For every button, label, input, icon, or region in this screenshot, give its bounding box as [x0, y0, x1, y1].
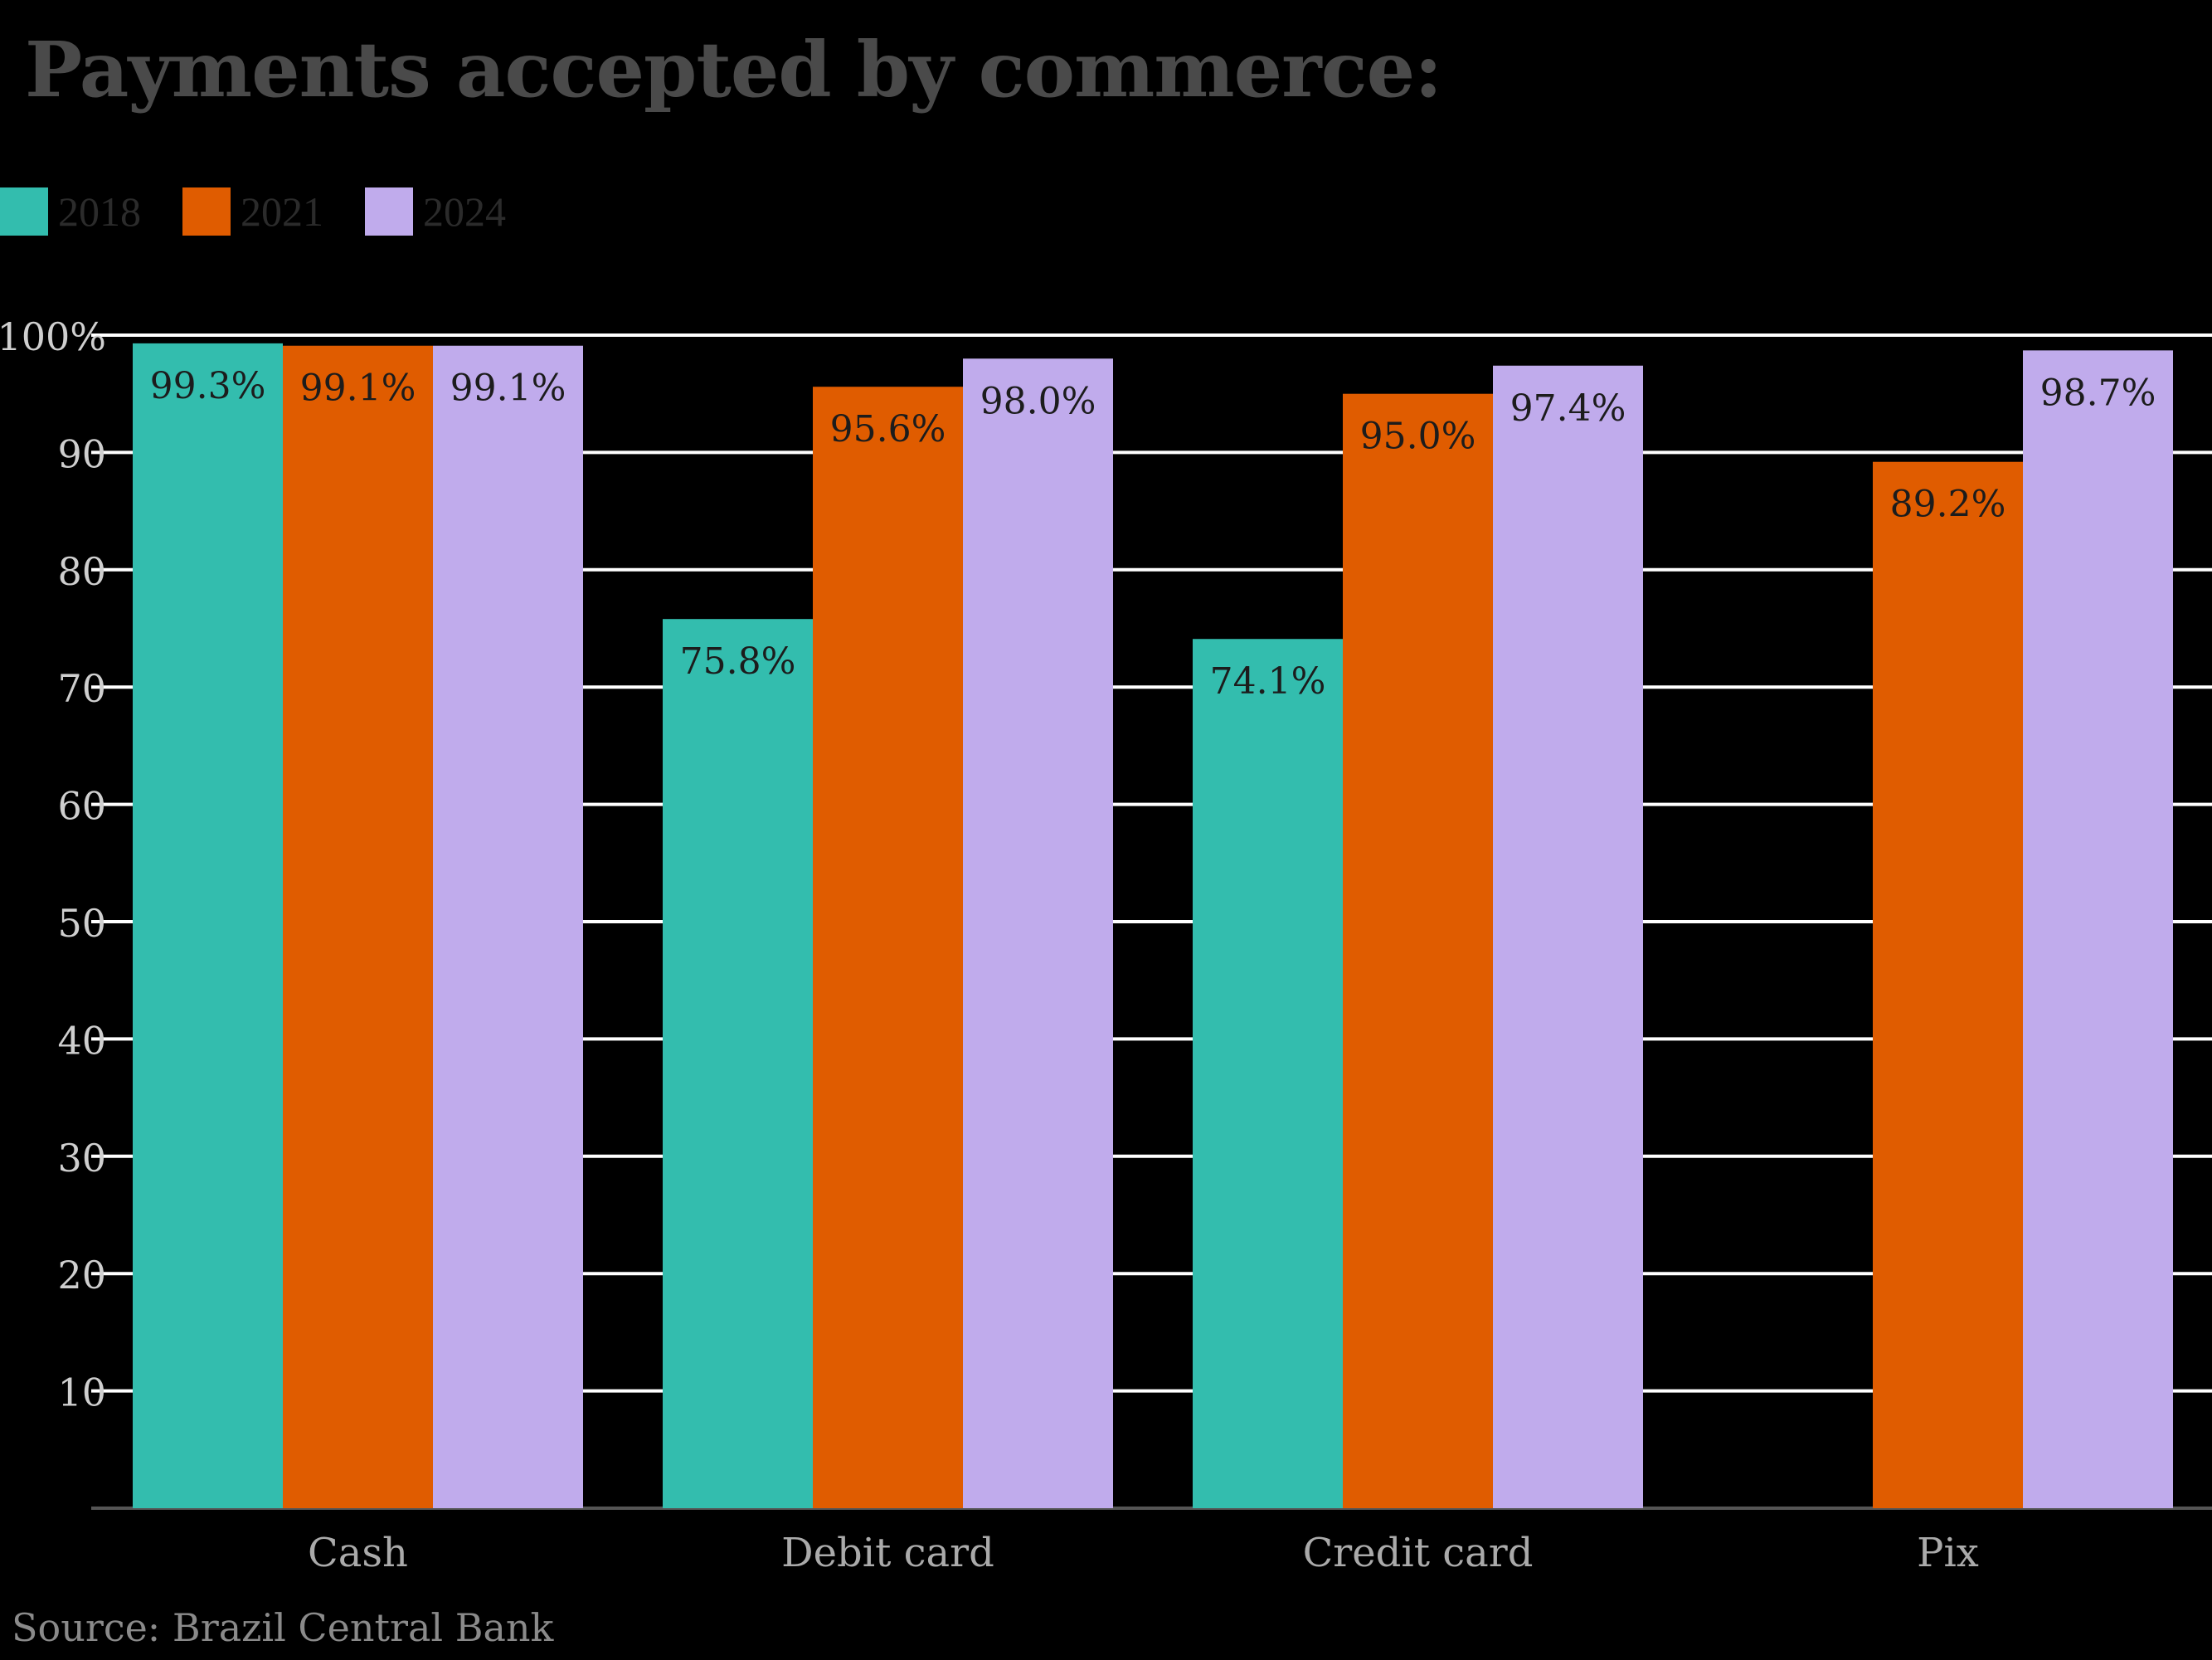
bar-value-label: 74.1% [1210, 660, 1326, 703]
bar [1493, 365, 1643, 1508]
bar-value-label: 95.6% [830, 408, 946, 450]
bar [433, 345, 583, 1508]
legend-label-2024: 2024 [423, 188, 506, 235]
bar [1193, 639, 1343, 1508]
y-tick-label: 60 [57, 784, 106, 829]
x-category-label: Cash [308, 1530, 408, 1576]
y-tick-label: 100% [0, 314, 106, 359]
y-tick-label: 80 [57, 549, 106, 594]
y-tick-label: 20 [57, 1253, 106, 1297]
chart-title: Payments accepted by commerce: [25, 25, 1442, 114]
legend-swatch-2021 [182, 187, 231, 236]
source-note: Source: Brazil Central Bank [12, 1605, 554, 1650]
bar [1343, 393, 1493, 1509]
legend-label-2021: 2021 [241, 188, 323, 235]
y-tick-label: 30 [57, 1136, 106, 1180]
y-tick-label: 50 [57, 901, 106, 946]
bar-value-label: 75.8% [680, 640, 796, 683]
legend-label-2018: 2018 [58, 188, 141, 235]
y-tick-label: 40 [57, 1018, 106, 1063]
legend-item-2018[interactable]: 2018 [0, 187, 141, 236]
legend-item-2024[interactable]: 2024 [365, 187, 506, 236]
bar-value-label: 98.7% [2040, 372, 2156, 414]
y-tick-label: 90 [57, 431, 106, 476]
x-category-label: Pix [1917, 1530, 1979, 1576]
y-tick-label: 10 [57, 1370, 106, 1415]
bar [283, 345, 433, 1508]
legend-swatch-2024 [365, 187, 413, 236]
bar-value-label: 89.2% [1890, 484, 2006, 526]
bar-value-label: 99.1% [300, 368, 416, 410]
x-category-label: Debit card [781, 1530, 994, 1576]
bar-value-label: 95.0% [1360, 416, 1476, 458]
bar [133, 343, 283, 1509]
bar [963, 358, 1113, 1508]
x-category-label: Credit card [1303, 1530, 1534, 1576]
legend: 2018 2021 2024 [0, 187, 547, 236]
bar [663, 619, 813, 1508]
legend-swatch-2018 [0, 187, 48, 236]
y-tick-label: 70 [57, 666, 106, 711]
bar [813, 387, 963, 1508]
legend-item-2021[interactable]: 2021 [182, 187, 323, 236]
bar-value-label: 99.1% [450, 368, 566, 410]
bar-value-label: 99.3% [150, 365, 266, 407]
bar-value-label: 97.4% [1510, 387, 1626, 430]
bar-value-label: 98.0% [980, 380, 1096, 422]
bar [1873, 461, 2023, 1509]
bar [2023, 350, 2173, 1509]
